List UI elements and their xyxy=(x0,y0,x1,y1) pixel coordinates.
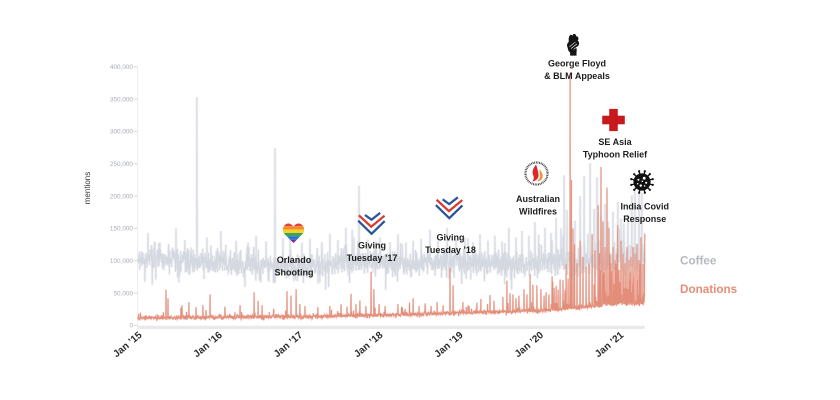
svg-text:Coffee: Coffee xyxy=(680,255,717,268)
svg-text:250,000: 250,000 xyxy=(110,161,134,168)
svg-text:Tuesday ’18: Tuesday ’18 xyxy=(425,245,476,255)
svg-text:350,000: 350,000 xyxy=(110,96,134,103)
svg-text:India Covid: India Covid xyxy=(620,202,669,212)
svg-text:George Floyd: George Floyd xyxy=(548,59,606,69)
svg-text:Donations: Donations xyxy=(680,283,738,296)
svg-text:Response: Response xyxy=(623,214,666,224)
svg-text:Giving: Giving xyxy=(436,232,464,242)
svg-text:100,000: 100,000 xyxy=(110,258,134,265)
svg-text:Wildfires: Wildfires xyxy=(519,206,557,216)
svg-text:Shooting: Shooting xyxy=(275,267,314,277)
svg-text:Giving: Giving xyxy=(358,241,386,251)
svg-text:300,000: 300,000 xyxy=(110,129,134,136)
svg-text:Orlando: Orlando xyxy=(277,255,312,265)
svg-text:0: 0 xyxy=(129,323,133,330)
svg-text:SE Asia: SE Asia xyxy=(598,137,632,147)
svg-text:Typhoon Relief: Typhoon Relief xyxy=(583,149,648,159)
svg-text:150,000: 150,000 xyxy=(110,226,134,233)
svg-text:& BLM Appeals: & BLM Appeals xyxy=(544,71,610,81)
svg-text:50,000: 50,000 xyxy=(113,290,133,297)
svg-text:400,000: 400,000 xyxy=(110,64,134,71)
svg-text:mentions: mentions xyxy=(83,172,92,204)
svg-text:Australian: Australian xyxy=(516,194,560,204)
svg-text:200,000: 200,000 xyxy=(110,193,134,200)
svg-text:Tuesday ’17: Tuesday ’17 xyxy=(347,253,398,263)
